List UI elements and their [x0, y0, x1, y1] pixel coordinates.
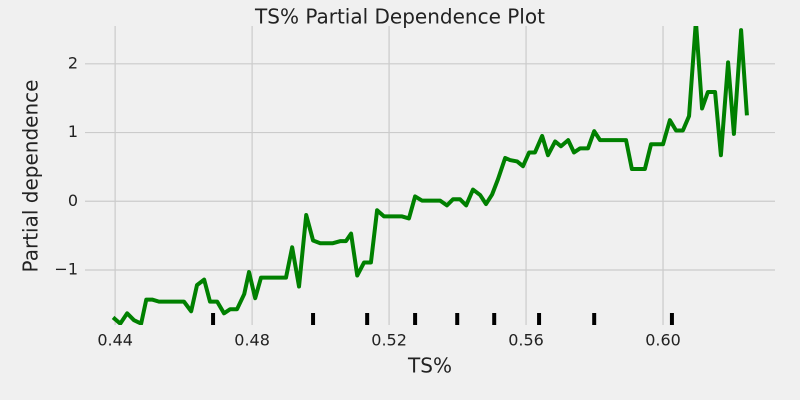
- x-tick-label: 0.52: [371, 331, 407, 350]
- y-tick-label: 1: [68, 122, 78, 141]
- y-tick-label: 2: [68, 53, 78, 72]
- x-tick-label: 0.60: [645, 331, 681, 350]
- y-tick-label: −1: [54, 260, 78, 279]
- chart-title: TS% Partial Dependence Plot: [254, 5, 545, 29]
- x-tick-label: 0.44: [97, 331, 133, 350]
- data-line: [111, 26, 749, 325]
- x-axis-label: TS%: [407, 354, 452, 378]
- y-tick-label: 0: [68, 191, 78, 210]
- x-tick-label: 0.56: [508, 331, 544, 350]
- x-tick-label: 0.48: [234, 331, 270, 350]
- y-axis-label: Partial dependence: [19, 80, 43, 273]
